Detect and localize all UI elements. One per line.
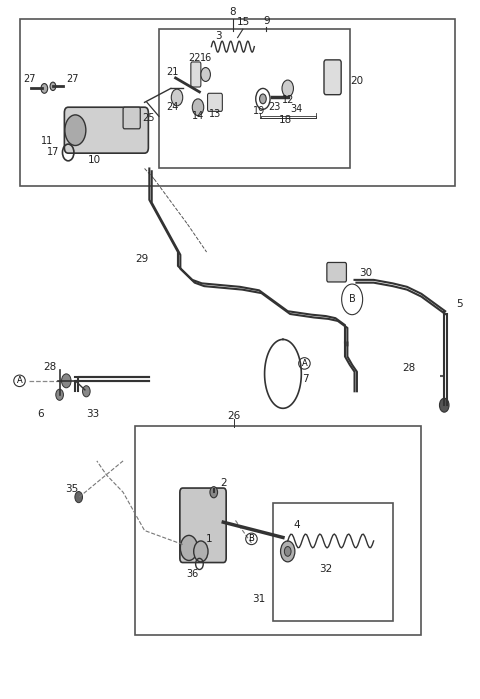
Circle shape bbox=[284, 547, 291, 556]
Text: 27: 27 bbox=[23, 74, 36, 85]
Text: 31: 31 bbox=[252, 593, 266, 604]
Text: 10: 10 bbox=[88, 155, 101, 165]
Text: 13: 13 bbox=[209, 109, 221, 119]
FancyBboxPatch shape bbox=[64, 107, 148, 153]
Text: 20: 20 bbox=[350, 76, 363, 87]
Text: 25: 25 bbox=[142, 113, 155, 123]
FancyBboxPatch shape bbox=[327, 262, 347, 282]
Text: 7: 7 bbox=[302, 374, 309, 384]
Text: 19: 19 bbox=[253, 106, 265, 116]
Text: 4: 4 bbox=[293, 520, 300, 530]
Circle shape bbox=[61, 374, 71, 388]
Circle shape bbox=[440, 398, 449, 412]
Text: 28: 28 bbox=[44, 362, 57, 372]
Text: 29: 29 bbox=[135, 254, 149, 264]
Text: 9: 9 bbox=[263, 16, 270, 26]
Text: 17: 17 bbox=[47, 147, 59, 157]
Circle shape bbox=[83, 386, 90, 397]
Text: 24: 24 bbox=[166, 102, 179, 113]
Circle shape bbox=[260, 94, 266, 103]
Text: 16: 16 bbox=[200, 54, 212, 64]
Circle shape bbox=[194, 541, 208, 562]
Text: 15: 15 bbox=[237, 17, 251, 27]
Text: 5: 5 bbox=[456, 299, 463, 309]
Circle shape bbox=[281, 541, 295, 562]
Text: 22: 22 bbox=[189, 54, 201, 64]
Text: B: B bbox=[249, 534, 254, 543]
Text: 14: 14 bbox=[192, 111, 204, 121]
Circle shape bbox=[192, 99, 204, 115]
Circle shape bbox=[201, 68, 210, 82]
Circle shape bbox=[171, 89, 183, 106]
Text: 34: 34 bbox=[290, 104, 302, 115]
Text: 33: 33 bbox=[86, 408, 100, 419]
Text: A: A bbox=[301, 359, 307, 368]
Circle shape bbox=[50, 82, 56, 90]
Text: 2: 2 bbox=[220, 478, 227, 488]
Text: 1: 1 bbox=[205, 534, 212, 544]
Text: 21: 21 bbox=[166, 67, 179, 78]
FancyBboxPatch shape bbox=[207, 93, 222, 111]
Text: 23: 23 bbox=[268, 102, 280, 113]
FancyBboxPatch shape bbox=[324, 60, 341, 94]
Text: 11: 11 bbox=[41, 136, 53, 145]
FancyBboxPatch shape bbox=[191, 62, 201, 87]
Circle shape bbox=[75, 491, 83, 503]
Circle shape bbox=[210, 487, 217, 498]
Circle shape bbox=[282, 80, 293, 96]
Text: 26: 26 bbox=[228, 410, 241, 421]
Circle shape bbox=[41, 84, 48, 93]
Text: 27: 27 bbox=[66, 74, 78, 85]
Text: 35: 35 bbox=[65, 484, 79, 493]
Text: 28: 28 bbox=[402, 363, 416, 373]
Text: 6: 6 bbox=[37, 408, 44, 419]
Circle shape bbox=[180, 535, 198, 561]
Text: 3: 3 bbox=[215, 31, 222, 41]
Circle shape bbox=[65, 115, 86, 145]
Text: 36: 36 bbox=[186, 569, 198, 579]
Text: B: B bbox=[349, 294, 356, 304]
Text: 12: 12 bbox=[282, 95, 294, 106]
Text: A: A bbox=[17, 376, 23, 385]
Text: 8: 8 bbox=[229, 8, 236, 17]
FancyBboxPatch shape bbox=[180, 488, 226, 563]
Text: 32: 32 bbox=[319, 564, 333, 574]
Text: 18: 18 bbox=[279, 115, 292, 124]
FancyBboxPatch shape bbox=[123, 107, 140, 129]
Circle shape bbox=[56, 389, 63, 401]
Text: 30: 30 bbox=[360, 268, 372, 278]
